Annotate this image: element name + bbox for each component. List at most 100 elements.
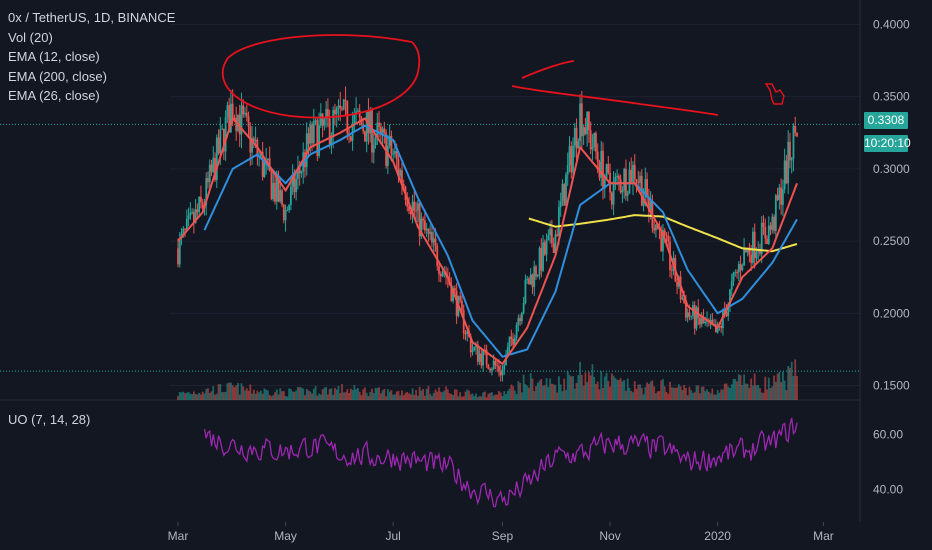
volume-bar	[355, 389, 358, 400]
volume-bar	[734, 378, 737, 400]
candle-body	[401, 170, 403, 185]
hand-icon	[764, 83, 785, 105]
candle-body	[422, 218, 425, 221]
volume-bar	[462, 396, 465, 400]
candle-body	[783, 160, 786, 190]
candle-body	[196, 209, 199, 213]
volume-bar	[757, 385, 760, 400]
candle-body	[662, 230, 664, 252]
volume-bar	[781, 371, 784, 400]
candle-body	[528, 278, 530, 285]
volume-bar	[535, 386, 537, 400]
volume-bar	[431, 395, 433, 400]
candle-body	[771, 216, 774, 230]
candle-body	[736, 272, 738, 274]
volume-bar	[780, 382, 783, 400]
volume-bar	[360, 395, 363, 400]
volume-bar	[392, 394, 395, 400]
candle-body	[330, 135, 333, 146]
uo-pane	[203, 417, 798, 508]
candle-body	[753, 231, 756, 259]
volume-bar	[580, 374, 583, 400]
volume-bar	[499, 392, 502, 400]
volume-bar	[639, 384, 641, 400]
candle-body	[335, 107, 338, 114]
volume-bar	[277, 394, 280, 400]
candle-body	[450, 285, 453, 301]
volume-bar	[254, 393, 257, 400]
candle-body	[690, 315, 693, 317]
volume-bar	[325, 386, 328, 400]
candle-body	[339, 105, 342, 109]
candle-body	[297, 167, 299, 179]
volume-bar	[395, 391, 398, 400]
volume-bar	[245, 388, 248, 400]
volume-bar	[349, 388, 352, 400]
volume-bar	[321, 389, 324, 400]
candle-body	[353, 113, 356, 124]
volume-bar	[787, 365, 790, 400]
volume-bar	[335, 389, 338, 400]
candle-body	[327, 109, 329, 119]
volume-bar	[635, 388, 638, 400]
volume-bar	[748, 387, 751, 400]
volume-bar	[750, 378, 753, 400]
candle-body	[558, 206, 560, 236]
volume-bar	[184, 393, 186, 400]
volume-bar	[351, 390, 354, 400]
volume-bar	[513, 390, 516, 400]
volume-bar	[570, 376, 573, 400]
volume-bar	[397, 390, 400, 400]
candle-body	[208, 164, 211, 183]
volume-bar	[383, 388, 386, 400]
candle-body	[681, 297, 684, 300]
candle-body	[459, 296, 462, 301]
candle-body	[238, 114, 241, 135]
candle-body	[374, 138, 377, 146]
volume-bar	[619, 378, 622, 400]
volume-bar	[603, 376, 606, 400]
candle-body	[461, 300, 463, 310]
volume-bar	[323, 387, 326, 400]
volume-bar	[670, 387, 673, 400]
candle-body	[660, 229, 663, 252]
volume-bar	[582, 385, 585, 400]
candle-body	[790, 158, 793, 161]
volume-bar	[304, 395, 306, 400]
volume-bar	[346, 389, 349, 400]
volume-bar	[542, 385, 544, 400]
candle-body	[466, 330, 469, 335]
volume-bar	[348, 393, 350, 400]
candle-body	[480, 353, 483, 366]
volume-bar	[640, 387, 643, 400]
volume-bar	[289, 388, 292, 400]
last-price-label: 0.3308	[864, 112, 908, 129]
volume-bar	[655, 393, 657, 400]
candle-body	[214, 157, 216, 181]
volume-bar	[552, 384, 555, 400]
candle-body	[545, 240, 548, 255]
candle-body	[325, 109, 328, 120]
candle-body	[741, 265, 744, 271]
volume-bar	[272, 395, 275, 400]
volume-bar	[418, 386, 421, 400]
candle-body	[563, 184, 566, 206]
volume-bar	[602, 388, 604, 400]
volume-bar	[482, 392, 484, 400]
volume-bar	[439, 391, 442, 400]
volume-bar	[214, 394, 216, 400]
volume-bar	[422, 389, 425, 400]
candle-body	[434, 238, 437, 246]
ema12-line	[177, 117, 798, 365]
candle-body	[381, 128, 384, 134]
candle-body	[346, 100, 349, 134]
candle-body	[568, 146, 571, 166]
candle-body	[314, 120, 317, 122]
candle-body	[252, 138, 255, 142]
candle-body	[602, 150, 604, 189]
volume-bar	[489, 392, 492, 400]
candle-body	[732, 273, 735, 282]
candle-body	[610, 192, 613, 205]
candle-body	[489, 369, 492, 371]
